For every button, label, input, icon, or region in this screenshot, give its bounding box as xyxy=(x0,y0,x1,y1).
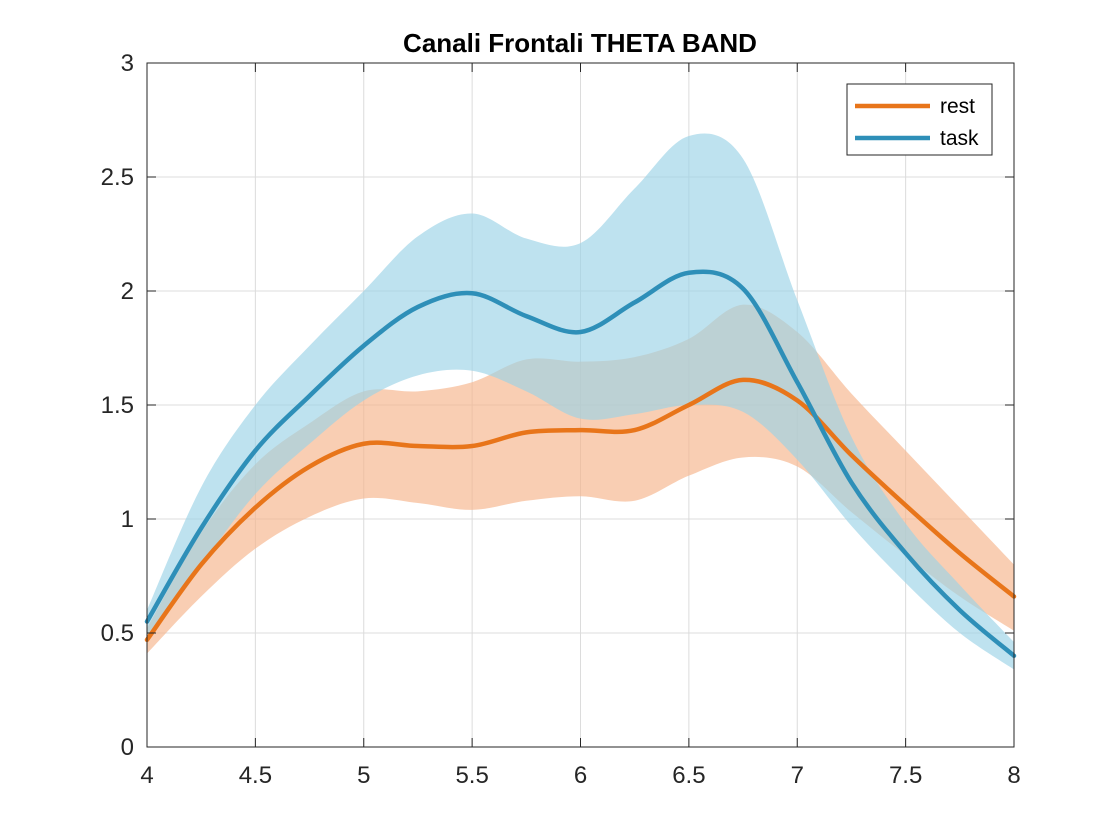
y-tick-label: 1.5 xyxy=(101,392,134,419)
line-task xyxy=(144,269,1017,659)
axis-ticks: 4 4.5 5 5.5 6 6.5 7 7.5 8 0 0.5 1 1.5 2 2.5 3 xyxy=(101,50,1021,789)
x-tick-label: 4.5 xyxy=(239,762,272,789)
legend-label-task: task xyxy=(940,127,979,150)
confidence-bands xyxy=(147,133,1014,670)
y-tick-label: 2 xyxy=(121,278,134,305)
x-tick-label: 4 xyxy=(140,762,153,789)
legend-box xyxy=(846,83,993,156)
series-lines xyxy=(144,269,1017,659)
y-tick-label: 3 xyxy=(121,50,134,77)
legend: rest task xyxy=(846,83,993,156)
x-tick-label: 7.5 xyxy=(889,762,922,789)
x-tick-label: 6 xyxy=(574,762,587,789)
y-tick-label: 0 xyxy=(121,734,134,761)
chart-title: Canali Frontali THETA BAND xyxy=(403,28,757,58)
line-rest xyxy=(144,377,1017,643)
y-tick-label: 1 xyxy=(121,506,134,533)
x-tick-label: 6.5 xyxy=(672,762,705,789)
y-tick-label: 0.5 xyxy=(101,620,134,647)
legend-label-rest: rest xyxy=(940,95,975,118)
band-task xyxy=(147,133,1014,670)
x-tick-label: 5 xyxy=(357,762,370,789)
x-tick-label: 5.5 xyxy=(455,762,488,789)
x-tick-label: 7 xyxy=(791,762,804,789)
x-tick-label: 8 xyxy=(1007,762,1020,789)
y-tick-label: 2.5 xyxy=(101,164,134,191)
